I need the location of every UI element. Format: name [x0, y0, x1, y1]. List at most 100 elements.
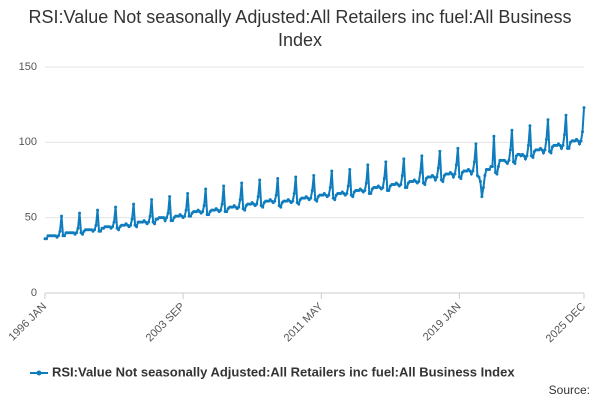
- point: [522, 154, 526, 158]
- point: [531, 155, 535, 159]
- point: [480, 195, 484, 199]
- point: [256, 195, 260, 199]
- point: [327, 193, 331, 197]
- point: [261, 205, 265, 209]
- point: [135, 225, 139, 229]
- point: [75, 231, 79, 235]
- point: [369, 192, 373, 196]
- point: [474, 142, 478, 146]
- point: [366, 163, 370, 167]
- point: [163, 219, 167, 223]
- point: [315, 199, 319, 203]
- point: [528, 124, 532, 128]
- point: [469, 172, 473, 176]
- point: [580, 130, 584, 134]
- point: [76, 226, 80, 230]
- legend-label: RSI:Value Not seasonally Adjusted:All Re…: [52, 364, 515, 379]
- point: [148, 214, 152, 218]
- point: [78, 211, 82, 215]
- point: [435, 175, 439, 179]
- point: [477, 175, 481, 179]
- x-tick-label: 2025 DEC: [544, 301, 588, 345]
- point: [111, 225, 115, 229]
- point: [186, 192, 190, 196]
- point: [564, 113, 568, 117]
- point: [399, 183, 403, 187]
- source: Source:: [549, 383, 590, 397]
- point: [384, 160, 388, 164]
- point: [162, 216, 166, 220]
- point: [496, 164, 500, 168]
- point: [549, 151, 553, 155]
- point: [544, 137, 548, 141]
- x-tick-label: 2011 MAY: [282, 300, 326, 344]
- point: [510, 128, 514, 132]
- point: [345, 192, 349, 196]
- point: [312, 173, 316, 177]
- point: [330, 169, 334, 173]
- point: [255, 202, 259, 206]
- point: [387, 189, 391, 193]
- point: [45, 237, 49, 241]
- point: [333, 198, 337, 202]
- point: [540, 148, 544, 152]
- legend-marker: [36, 370, 42, 376]
- point: [166, 211, 170, 215]
- point: [546, 118, 550, 122]
- point: [576, 139, 580, 143]
- point: [436, 166, 440, 170]
- point: [58, 229, 62, 233]
- point: [112, 220, 116, 224]
- point: [171, 219, 175, 223]
- point: [402, 157, 406, 161]
- point: [292, 192, 296, 196]
- point: [150, 198, 154, 202]
- point: [577, 142, 581, 146]
- point: [183, 214, 187, 218]
- point: [114, 205, 118, 209]
- point: [279, 205, 283, 209]
- x-tick-label: 2003 SEP: [144, 301, 188, 345]
- point: [348, 167, 352, 171]
- point: [541, 151, 545, 155]
- point: [505, 161, 509, 165]
- point: [483, 173, 487, 177]
- point: [258, 178, 262, 182]
- point: [60, 214, 64, 218]
- point: [400, 173, 404, 177]
- point: [468, 169, 472, 173]
- chart-title: RSI:Value Not seasonally Adjusted:All Re…: [28, 7, 572, 50]
- point: [93, 228, 97, 232]
- point: [276, 176, 280, 180]
- point: [405, 186, 409, 190]
- point: [561, 143, 565, 147]
- point: [417, 180, 421, 184]
- point: [184, 208, 188, 212]
- point: [507, 158, 511, 162]
- point: [456, 146, 460, 150]
- point: [562, 133, 566, 137]
- point: [451, 175, 455, 179]
- point: [225, 210, 229, 214]
- point: [240, 181, 244, 185]
- point: [309, 196, 313, 200]
- point: [220, 202, 224, 206]
- point: [243, 208, 247, 212]
- point: [481, 186, 485, 190]
- point: [310, 189, 314, 193]
- point: [487, 167, 491, 171]
- point: [201, 210, 205, 214]
- point: [523, 157, 527, 161]
- point: [153, 222, 157, 226]
- point: [57, 234, 61, 238]
- y-tick-label: 150: [19, 61, 37, 73]
- point: [450, 172, 454, 176]
- point: [418, 170, 422, 174]
- point: [423, 183, 427, 187]
- point: [130, 217, 134, 221]
- point: [294, 175, 298, 179]
- point: [558, 143, 562, 147]
- point: [513, 161, 517, 165]
